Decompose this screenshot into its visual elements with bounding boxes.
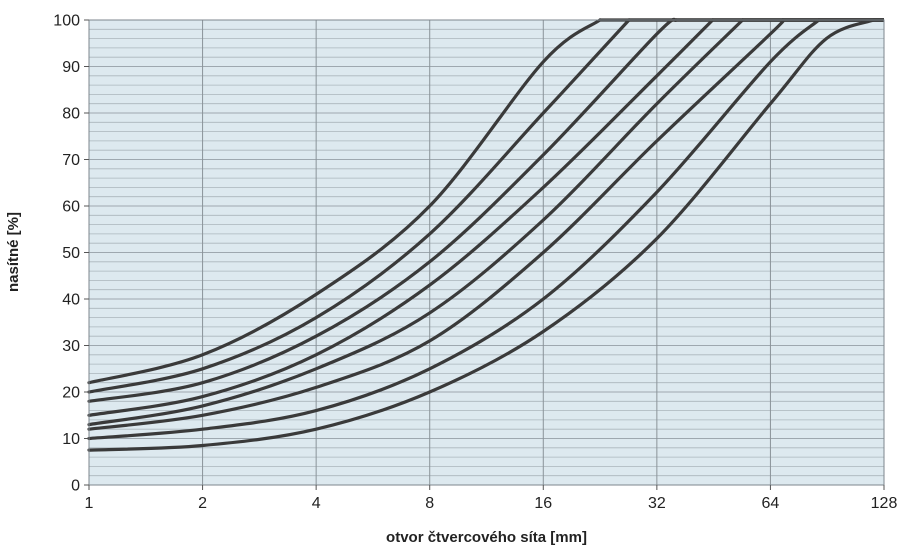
x-tick-label: 1 <box>85 495 94 512</box>
y-tick-label: 50 <box>62 245 80 262</box>
x-tick-label: 2 <box>198 495 207 512</box>
grading-curve-7 <box>87 18 821 441</box>
y-tick-label: 30 <box>62 338 80 355</box>
grading-curve-2 <box>87 18 631 394</box>
grading-curve-6 <box>87 18 786 431</box>
grading-curve-3 <box>87 17 678 403</box>
x-tick-label: 8 <box>425 495 434 512</box>
y-tick-label: 40 <box>62 292 80 309</box>
x-tick-label: 4 <box>312 495 321 512</box>
y-tick-label: 80 <box>62 106 80 123</box>
y-tick-label: 0 <box>71 478 80 495</box>
y-tick-label: 60 <box>62 199 80 216</box>
grading-curve-5 <box>87 18 745 427</box>
x-tick-label: 64 <box>762 495 780 512</box>
y-tick-label: 70 <box>62 152 80 169</box>
x-tick-label: 16 <box>534 495 552 512</box>
x-axis-title: otvor čtvercového síta [mm] <box>386 529 587 546</box>
y-axis-title: nasítné [%] <box>5 212 22 292</box>
y-tick-label: 10 <box>62 431 80 448</box>
y-tick-label: 20 <box>62 385 80 402</box>
x-axis-ticks: 1 2 4 8 16 32 64 128 <box>85 485 898 512</box>
grading-curve-8 <box>87 18 875 452</box>
grading-curve-4 <box>87 18 715 417</box>
x-tick-label: 128 <box>871 495 898 512</box>
grading-curve-1 <box>87 18 602 385</box>
x-tick-label: 32 <box>648 495 666 512</box>
y-axis-ticks: 0 10 20 30 40 50 60 70 80 90 100 <box>53 13 89 495</box>
series-group <box>87 17 884 452</box>
y-tick-label: 90 <box>62 59 80 76</box>
y-tick-label: 100 <box>53 13 80 30</box>
